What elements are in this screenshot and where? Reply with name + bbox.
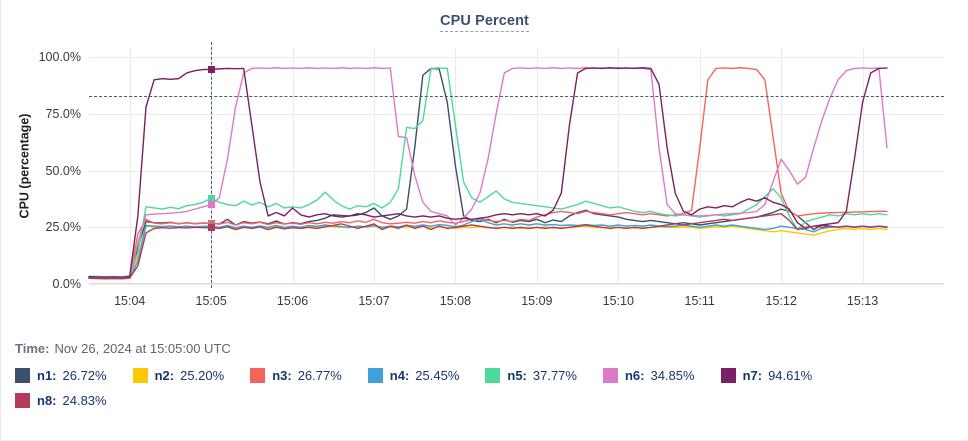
legend-series-name: n1: [37, 368, 57, 383]
page-title: CPU Percent [1, 13, 968, 32]
x-gridline [536, 48, 538, 284]
legend-series-value: 26.72% [62, 368, 107, 383]
x-tick-label: 15:04 [114, 294, 146, 308]
x-tick-label: 15:09 [521, 294, 553, 308]
series-line-n7 [89, 68, 887, 277]
legend-swatch-icon [132, 368, 148, 383]
x-gridline [781, 48, 783, 284]
legend-item-n4[interactable]: n4: 25.45% [367, 368, 460, 383]
y-gridline [89, 170, 944, 172]
x-tick-label: 15:13 [846, 294, 879, 308]
series-line-n2 [89, 226, 887, 278]
x-tick-label: 15:05 [195, 294, 227, 308]
series-line-n5 [89, 68, 887, 277]
y-tick-label: 50.0% [45, 163, 81, 178]
legend-swatch-icon [602, 368, 618, 383]
time-label: Time: [15, 341, 50, 356]
x-gridline [374, 48, 375, 284]
legend-series-value: 94.61% [768, 368, 813, 383]
legend-item-n8[interactable]: n8: 24.83% [15, 393, 107, 408]
y-tick-label: 0.0% [52, 277, 82, 291]
legend-item-n7[interactable]: n7: 94.61% [720, 368, 813, 383]
legend-swatch-icon [15, 393, 30, 408]
cursor-line [211, 42, 213, 288]
legend-series-name: n4: [389, 368, 410, 383]
legend-series-value: 26.77% [297, 368, 342, 383]
x-tick-label: 15:12 [765, 294, 797, 308]
y-axis-title: CPU (percentage) [15, 48, 33, 284]
legend: n1: 26.72% n2: 25.20% n3: 26.77% n4: 25.45% n5: 3… [15, 368, 955, 418]
legend-item-n6[interactable]: n6: 34.85% [602, 368, 695, 383]
legend-swatch-icon [367, 368, 383, 383]
x-tick-label: 15:10 [602, 294, 634, 308]
cursor-point-n8 [207, 224, 215, 232]
legend-series-value: 34.85% [650, 368, 695, 383]
cursor-point-n5 [207, 194, 215, 202]
cursor-point-n7 [207, 65, 215, 73]
y-gridline [89, 284, 944, 285]
y-gridline [89, 113, 944, 115]
x-axis-line [89, 283, 944, 284]
legend-item-n1[interactable]: n1: 26.72% [15, 368, 107, 383]
legend-item-n3[interactable]: n3: 26.77% [250, 368, 342, 383]
legend-series-name: n5: [507, 368, 527, 383]
x-gridline [618, 48, 620, 284]
legend-series-value: 25.20% [180, 368, 225, 383]
legend-series-value: 24.83% [62, 393, 107, 408]
x-tick-label: 15:08 [439, 294, 472, 308]
time-value: Nov 26, 2024 at 15:05:00 UTC [54, 341, 231, 356]
x-gridline [292, 48, 294, 284]
x-gridline [129, 48, 131, 284]
legend-series-name: n3: [272, 368, 292, 383]
y-gridline [89, 57, 944, 59]
legend-series-value: 37.77% [532, 368, 577, 383]
x-gridline [699, 48, 701, 284]
legend-item-n5[interactable]: n5: 37.77% [485, 368, 577, 383]
y-tick-label: 100.0% [38, 50, 81, 65]
y-tick-label: 75.0% [45, 106, 81, 121]
legend-item-n2[interactable]: n2: 25.20% [132, 368, 225, 383]
cursor-point-n6 [207, 201, 215, 209]
threshold-line [89, 95, 944, 97]
legend-series-name: n2: [154, 368, 175, 383]
legend-swatch-icon [250, 368, 266, 383]
series-line-n6 [89, 68, 887, 278]
series-line-n3 [89, 68, 887, 278]
legend-row: n1: 26.72% n2: 25.20% n3: 26.77% n4: 25.45% n5: 3… [15, 368, 955, 418]
chart-title-text: CPU Percent [440, 13, 529, 32]
plot-area: 0.0% 25.0% 50.0% 75.0% 100.0% 15:04 15:05 15:06… [39, 42, 944, 308]
x-tick-label: 15:07 [358, 294, 390, 308]
series-line-n8 [89, 214, 887, 279]
legend-series-name: n8: [37, 393, 57, 408]
legend-swatch-icon [485, 368, 501, 383]
x-gridline [862, 48, 864, 284]
legend-series-value: 25.45% [415, 368, 460, 383]
series-layer [89, 48, 944, 284]
legend-series-name: n7: [742, 368, 763, 383]
legend-swatch-icon [15, 368, 30, 383]
y-tick-label: 25.0% [45, 220, 81, 235]
legend-swatch-icon [720, 368, 736, 383]
y-axis-title-text: CPU (percentage) [17, 113, 32, 219]
x-tick-label: 15:11 [684, 294, 715, 308]
legend-series-name: n6: [624, 368, 645, 383]
series-line-n4 [89, 219, 887, 278]
x-tick-label: 15:06 [276, 294, 309, 308]
cursor-time-row: Time: Nov 26, 2024 at 15:05:00 UTC [15, 341, 231, 356]
